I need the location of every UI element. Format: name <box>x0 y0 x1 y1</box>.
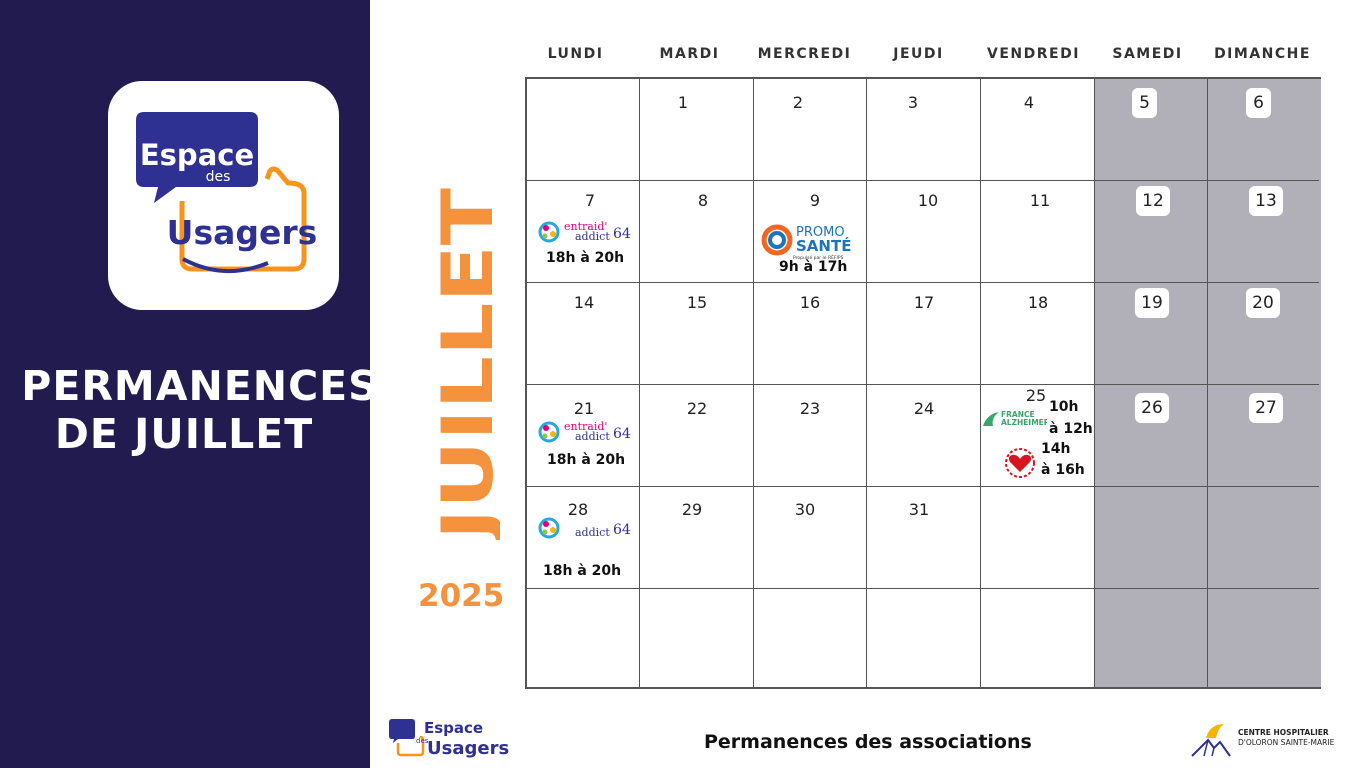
entraid-number: 64 <box>613 522 631 538</box>
grid-divider <box>527 588 1319 589</box>
day-number-weekend: 19 <box>1135 288 1169 318</box>
day-number: 2 <box>792 93 804 112</box>
sidebar-title-line1: PERMANENCES <box>21 362 379 410</box>
logo-word-espace: Espace <box>140 138 254 172</box>
grid-divider <box>753 79 754 687</box>
grid-divider <box>527 486 1319 487</box>
event-time: 10h <box>1049 399 1079 415</box>
hospital-line2: D'OLORON SAINTE-MARIE <box>1238 738 1335 747</box>
weekday-mardi: MARDI <box>659 46 720 62</box>
addict-text: addict <box>575 230 610 243</box>
day-number: 18 <box>1027 293 1049 312</box>
alzheimer-text: ALZHEIMER <box>1001 418 1047 427</box>
day-number: 4 <box>1023 93 1035 112</box>
promo-sante-logo: PROMO SANTÉ Propulsé par le RÉFIPS <box>761 224 851 261</box>
day-number: 16 <box>799 293 821 312</box>
promo-text: PROMO <box>796 225 845 240</box>
espace-usagers-logo: Espace des Usagers <box>108 81 339 310</box>
grid-divider <box>1207 79 1208 687</box>
entraid-text: entraid' <box>564 420 607 433</box>
day-number-weekend: 5 <box>1132 88 1157 118</box>
grid-divider <box>527 180 1319 181</box>
hospital-line1: CENTRE HOSPITALIER <box>1238 728 1329 737</box>
refips-text: Propulsé par le RÉFIPS <box>793 253 844 261</box>
sante-text: SANTÉ <box>796 236 851 255</box>
event-time: à 12h <box>1049 421 1093 437</box>
day-number-weekend: 26 <box>1135 393 1169 423</box>
entraid-addict-logo: addict 64 <box>538 517 631 539</box>
entraid-addict-logo: entraid' addict 64 <box>538 220 631 243</box>
day-number: 22 <box>686 399 708 418</box>
day-number: 10 <box>917 191 939 210</box>
weekday-mercredi: MERCREDI <box>757 46 852 62</box>
weekday-lundi: LUNDI <box>547 46 604 62</box>
addict-text: addict <box>575 430 610 443</box>
grid-divider <box>866 79 867 687</box>
grid-divider <box>980 79 981 687</box>
day-number: 9 <box>809 191 821 210</box>
day-number: 7 <box>584 191 596 210</box>
day-number: 17 <box>913 293 935 312</box>
year-label: 2025 <box>418 578 505 614</box>
day-number-weekend: 27 <box>1249 393 1283 423</box>
day-number: 25 <box>1017 386 1055 405</box>
hospital-logo-icon <box>1191 724 1231 757</box>
logo-word-usagers: Usagers <box>167 213 318 252</box>
day-number: 24 <box>913 399 935 418</box>
day-number: 14 <box>573 293 595 312</box>
day-number: 11 <box>1029 191 1051 210</box>
day-number-weekend: 13 <box>1249 186 1283 216</box>
entraid-addict-logo: entraid' addict 64 <box>538 420 631 443</box>
event-time: à 16h <box>1041 462 1085 478</box>
grid-divider <box>527 282 1319 283</box>
event-time: 14h <box>1041 441 1071 457</box>
footer-espace-usagers-logo: Espace des Usagers <box>389 719 509 759</box>
day-number: 31 <box>908 500 930 519</box>
weekday-samedi: SAMEDI <box>1112 46 1183 62</box>
month-label: JUILLET <box>427 188 500 540</box>
weekday-dimanche: DIMANCHE <box>1214 46 1311 62</box>
calendar-grid <box>525 77 1321 689</box>
day-number: 28 <box>567 500 589 519</box>
addict-text: addict <box>575 526 610 539</box>
day-number: 23 <box>799 399 821 418</box>
entraid-text: entraid' <box>564 220 607 233</box>
day-number-weekend: 20 <box>1246 288 1280 318</box>
hospital-name: CENTRE HOSPITALIER D'OLORON SAINTE-MARIE <box>1238 728 1334 748</box>
day-number: 21 <box>573 399 595 418</box>
day-number: 8 <box>697 191 709 210</box>
speech-bubbles-icon: Espace des Usagers <box>136 112 318 273</box>
france-alzheimer-logo: FRANCE ALZHEIMER <box>983 410 1047 427</box>
weekday-vendredi: VENDREDI <box>987 46 1080 62</box>
grid-divider <box>527 384 1319 385</box>
sidebar: Espace des Usagers PERMANENCES DE JUILLE… <box>0 0 378 768</box>
entraid-number: 64 <box>613 426 631 442</box>
day-number: 15 <box>686 293 708 312</box>
day-number-weekend: 12 <box>1136 186 1170 216</box>
footer-logo-usagers: Usagers <box>427 738 509 759</box>
day-number: 29 <box>681 500 703 519</box>
grid-divider <box>639 79 640 687</box>
france-text: FRANCE <box>1001 410 1035 419</box>
event-time: 18h à 20h <box>543 563 622 579</box>
footer-logo-des: des <box>416 737 429 745</box>
month-vertical-title: JUILLET <box>427 188 500 540</box>
event-time: 9h à 17h <box>779 259 848 275</box>
sidebar-title-line2: DE JUILLET <box>54 410 314 458</box>
event-time: 18h à 20h <box>546 250 625 266</box>
day-number: 3 <box>907 93 919 112</box>
footer-title: Permanences des associations <box>704 731 1032 753</box>
grid-divider <box>1094 79 1095 687</box>
heart-association-icon <box>1005 448 1035 478</box>
footer-logo-espace: Espace <box>424 719 483 737</box>
day-number: 1 <box>677 93 689 112</box>
entraid-number: 64 <box>613 226 631 242</box>
day-number-weekend: 6 <box>1246 88 1271 118</box>
logo-word-des: des <box>206 169 231 185</box>
weekday-jeudi: JEUDI <box>893 46 944 62</box>
day-number: 30 <box>794 500 816 519</box>
event-time: 18h à 20h <box>547 452 626 468</box>
